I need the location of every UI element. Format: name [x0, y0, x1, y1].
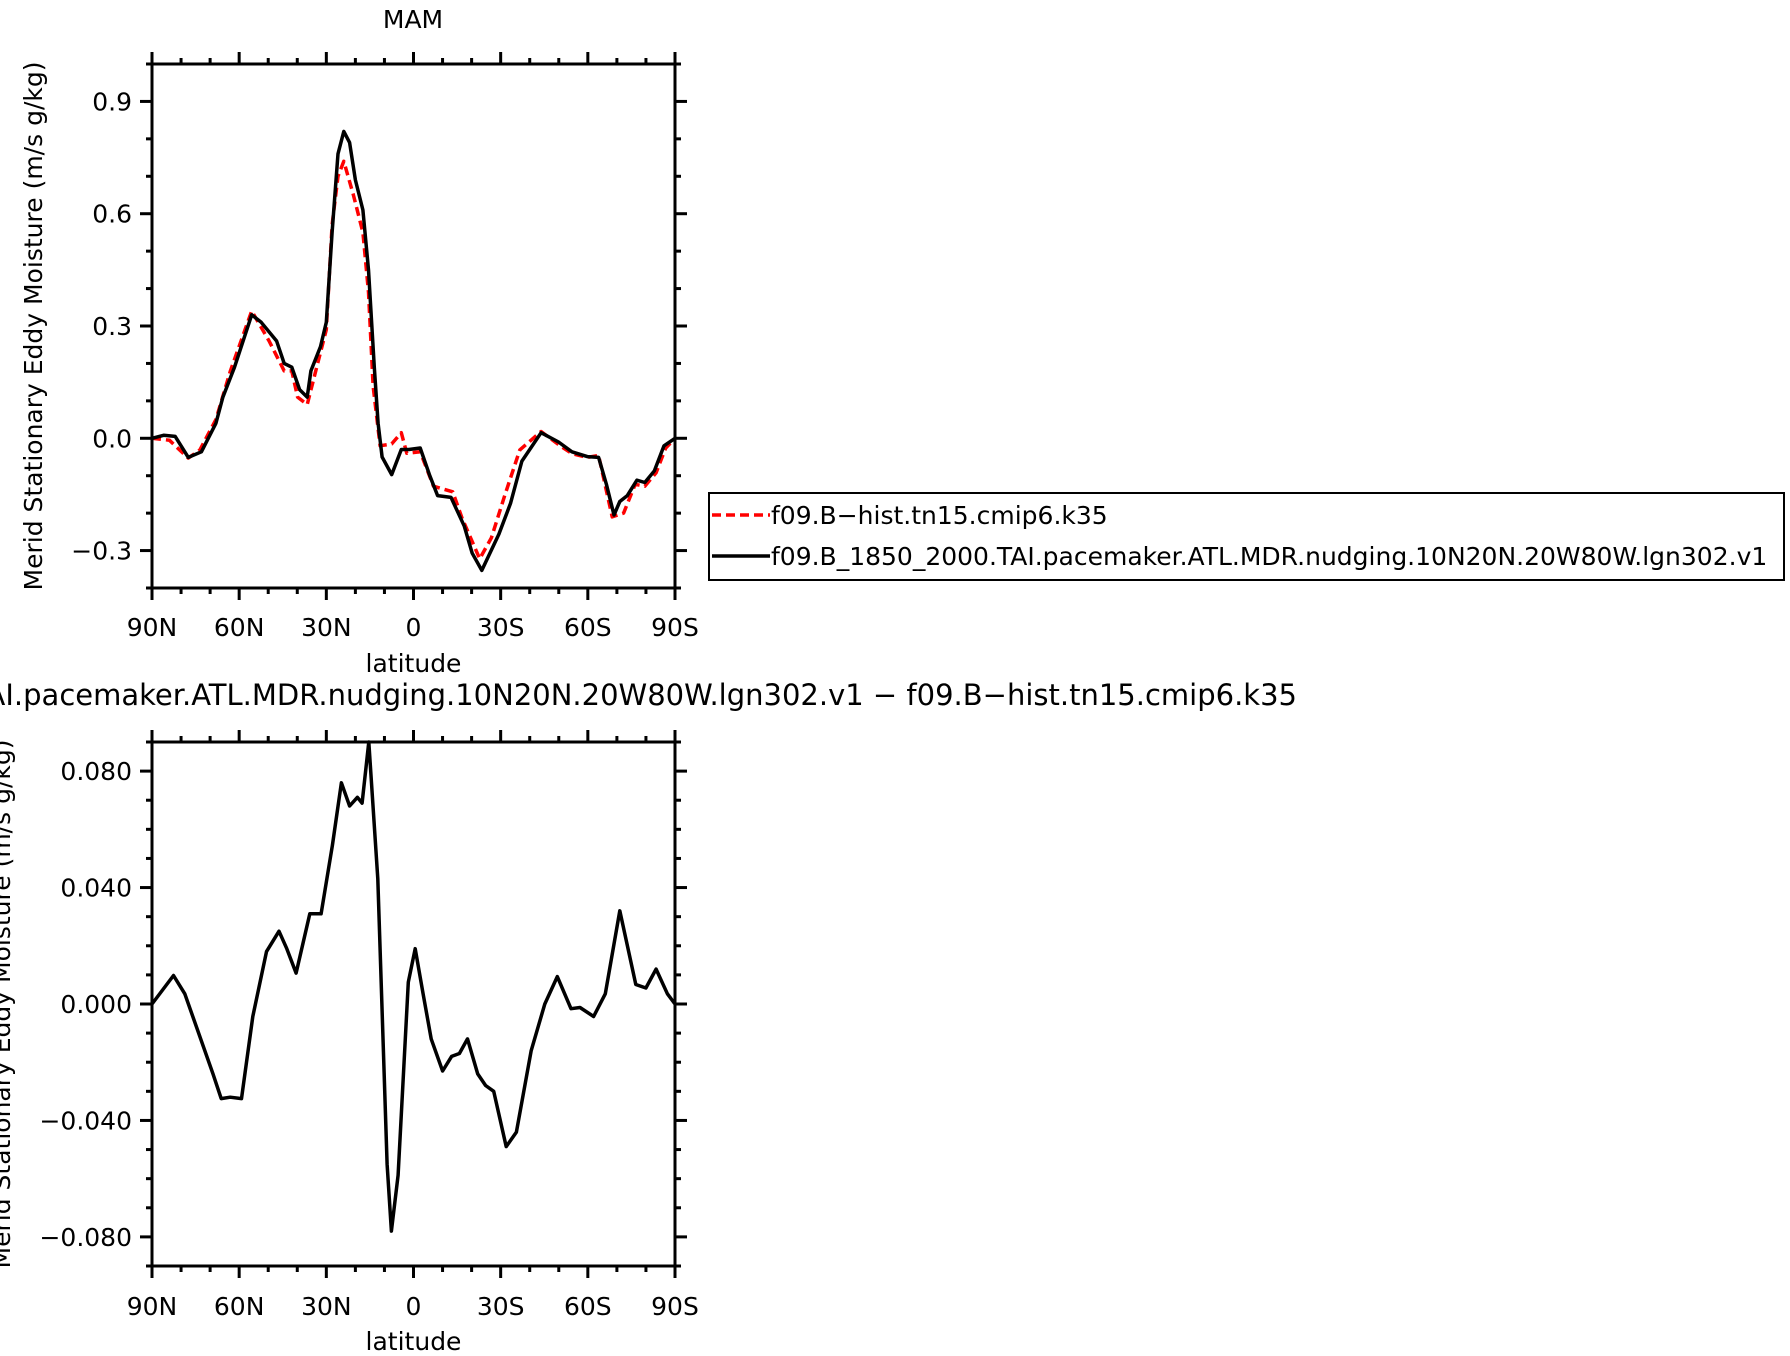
y-tick-label: 0.000 [60, 990, 132, 1019]
x-tick-label: 90N [127, 613, 178, 642]
panel-2: 90N 60N 30N 0 30S 60S 90S −0.080 −0.040 0.000 0.04… [0, 678, 1297, 1356]
plot-title: f09.B_1850_2000.TAI.pacemaker.ATL.MDR.nu… [0, 678, 1297, 712]
y-axis-label: Merid Stationary Eddy Moisture (m/s g/kg… [19, 62, 48, 591]
y-tick-label: 0.040 [60, 874, 132, 903]
x-tick-label: 90S [651, 613, 699, 642]
x-tick-label: 60S [564, 1292, 612, 1321]
plot-frame [150, 740, 677, 1268]
x-tick-label: 90S [651, 1292, 699, 1321]
legend: f09.B−hist.tn15.cmip6.k35 f09.B_1850_2000… [708, 492, 1785, 581]
y-tick-label: 0.080 [60, 757, 132, 786]
plot-frame [150, 62, 677, 590]
legend-label: f09.B−hist.tn15.cmip6.k35 [771, 501, 1108, 530]
series-line-black-solid [151, 129, 676, 573]
x-tick-label: 60N [214, 613, 265, 642]
panel-1: 90N 60N 30N 0 30S 60S 90S −0.3 0.0 0.3 0.6 0.9 latit… [19, 5, 699, 678]
series-line-black-solid [150, 740, 677, 1233]
x-tick-label: 60S [564, 613, 612, 642]
x-axis-label: latitude [366, 1327, 462, 1356]
x-tick-label: 90N [127, 1292, 178, 1321]
x-tick-label: 0 [406, 613, 422, 642]
y-tick-label: −0.3 [71, 537, 132, 566]
plot-title: MAM [383, 5, 443, 34]
y-tick-label: 0.3 [92, 312, 132, 341]
y-tick-label: 0.9 [92, 87, 132, 116]
series-line-red-dashed [151, 159, 677, 561]
y-tick-label: 0.0 [92, 424, 132, 453]
x-axis-label: latitude [366, 649, 462, 678]
x-tick-label: 60N [214, 1292, 265, 1321]
x-tick-label: 30N [301, 613, 352, 642]
y-tick-label: 0.6 [92, 200, 132, 229]
x-tick-label: 30N [301, 1292, 352, 1321]
x-tick-label: 30S [477, 1292, 525, 1321]
x-tick-label: 30S [477, 613, 525, 642]
y-axis-label: Merid Stationary Eddy Moisture (m/s g/kg… [0, 740, 16, 1269]
y-tick-label: −0.080 [39, 1223, 132, 1252]
legend-label: f09.B_1850_2000.TAI.pacemaker.ATL.MDR.nu… [771, 542, 1767, 571]
y-tick-label: −0.040 [39, 1106, 132, 1135]
legend-box [708, 492, 1785, 581]
x-tick-label: 0 [406, 1292, 422, 1321]
